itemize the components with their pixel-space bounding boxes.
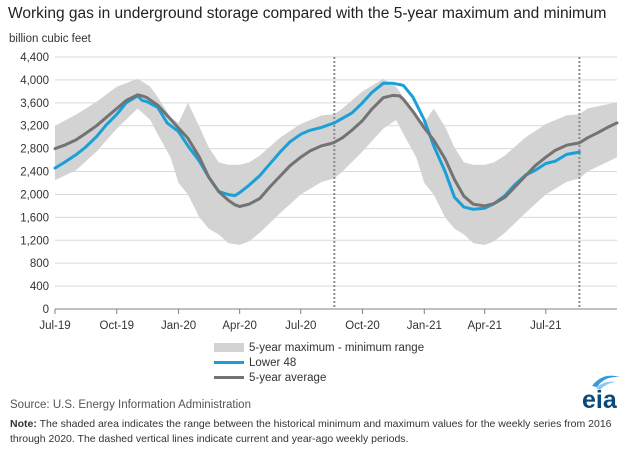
legend-item-average: 5-year average [214, 370, 424, 385]
eia-logo: eia [582, 375, 620, 412]
range-swatch [214, 343, 244, 352]
y-tick-label: 4,000 [20, 75, 49, 87]
legend: 5-year maximum - minimum range Lower 48 … [214, 340, 424, 385]
note-text: The shaded area indicates the range betw… [10, 418, 612, 445]
legend-label-range: 5-year maximum - minimum range [249, 341, 425, 354]
average-swatch [214, 376, 244, 379]
x-tick-label: Oct-19 [100, 320, 135, 332]
range-band-area [55, 78, 617, 245]
chart-title: Working gas in underground storage compa… [8, 5, 607, 22]
note-label: Note: [10, 418, 37, 430]
y-axis-label: billion cubic feet [9, 33, 91, 45]
x-tick-label: Oct-20 [345, 320, 380, 332]
y-tick-label: 800 [30, 258, 49, 270]
y-tick-label: 2,800 [20, 144, 49, 156]
x-tick-label: Jan-20 [161, 320, 196, 332]
series-line-5yr-average [53, 93, 619, 208]
legend-label-lower48: Lower 48 [249, 356, 297, 369]
chart-plot: 0 400 800 1,200 1,600 2,000 2,400 2,800 3,200 3,6… [20, 52, 619, 332]
y-tick-label: 1,200 [20, 235, 49, 247]
x-tick-label: Apr-21 [467, 320, 502, 332]
chart-note: Note: The shaded area indicates the rang… [10, 417, 630, 447]
lower48-swatch [214, 361, 244, 364]
y-tick-label: 2,000 [20, 189, 49, 201]
y-tick-label: 1,600 [20, 212, 49, 224]
logo-swoosh-inner [596, 381, 616, 390]
y-tick-label: 4,400 [20, 52, 49, 64]
y-tick-label: 400 [30, 281, 49, 293]
source-line: Source: U.S. Energy Information Administ… [10, 399, 251, 411]
y-tick-label: 0 [43, 304, 49, 316]
y-tick-label: 3,600 [20, 98, 49, 110]
x-tick-label: Jul-19 [39, 320, 70, 332]
series-line-lower48 [53, 81, 581, 211]
legend-item-lower48: Lower 48 [214, 355, 424, 370]
y-tick-label: 2,400 [20, 167, 49, 179]
x-tick-label: Apr-20 [222, 320, 257, 332]
x-tick-label: Jul-20 [285, 320, 316, 332]
legend-item-range: 5-year maximum - minimum range [214, 340, 424, 355]
range-band [55, 78, 617, 245]
current-period-markers [333, 57, 581, 309]
logo-text: eia [582, 386, 618, 412]
x-tick-label: Jan-21 [407, 320, 442, 332]
y-tick-label: 3,200 [20, 121, 49, 133]
legend-label-average: 5-year average [249, 371, 327, 384]
series-lines [53, 81, 619, 211]
logo-swoosh [592, 375, 620, 387]
axes: 0 400 800 1,200 1,600 2,000 2,400 2,800 3,200 3,6… [20, 52, 617, 332]
x-tick-label: Jul-21 [530, 320, 561, 332]
